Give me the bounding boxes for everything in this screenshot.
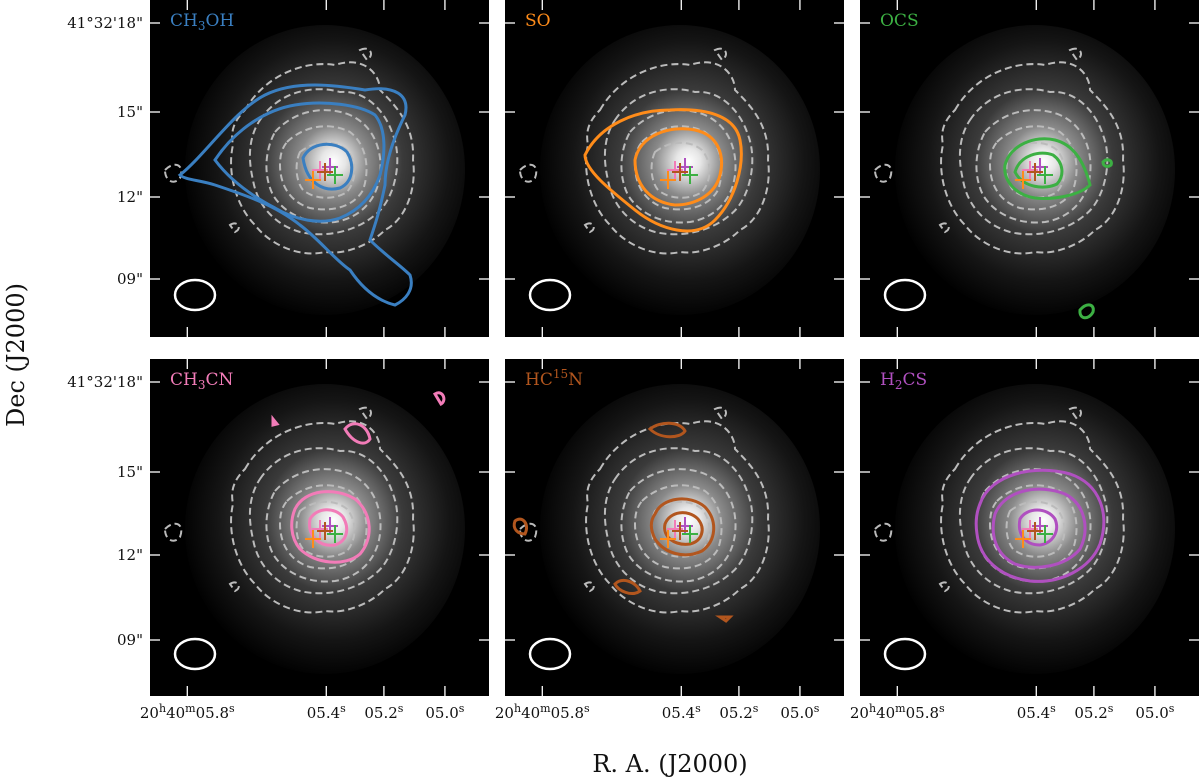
brown-cross xyxy=(672,522,688,540)
molecule-contour-5 xyxy=(271,414,280,427)
molecule-contour-3 xyxy=(1101,158,1113,168)
molecule-contour-1 xyxy=(290,490,371,564)
x-tick-label: 20h40m05.8s xyxy=(495,702,590,722)
y-axis-title: Dec (J2000) xyxy=(2,283,30,427)
molecule-contour-2 xyxy=(1013,151,1064,189)
y-tick-label: 41°32'18" xyxy=(67,14,143,32)
molecule-contour-1 xyxy=(1003,137,1092,200)
brown-cross xyxy=(317,163,333,181)
x-tick-label: 20h40m05.8s xyxy=(140,702,235,722)
molecule-contour-3 xyxy=(301,142,354,191)
panel-ticks xyxy=(505,0,844,337)
beam-ellipse xyxy=(173,278,217,312)
y-tick-label: 15" xyxy=(117,103,143,121)
green-cross xyxy=(327,166,343,184)
brown-cross xyxy=(672,163,688,181)
panels: CH3OH SO OCS CH3CN HC15N H2CS xyxy=(150,0,1199,696)
orange-cross xyxy=(305,171,321,189)
panel-ticks xyxy=(860,0,1199,337)
green-cross xyxy=(682,166,698,184)
molecule-label: CH3CN xyxy=(170,370,233,392)
x-tick-labels: 20h40m05.8s 05.4s 05.2s 05.0s 20h40m05.8s 05.… xyxy=(140,702,1175,722)
molecule-contour-3 xyxy=(647,421,687,439)
x-tick-label: 05.2s xyxy=(719,702,758,722)
panel-ticks xyxy=(150,359,489,696)
beam-ellipse xyxy=(528,278,572,312)
molecule-contour-2 xyxy=(991,487,1087,569)
panel-ticks xyxy=(860,359,1199,696)
orange-cross xyxy=(1015,530,1031,548)
y-tick-labels: 41°32'18" 15" 12" 09" 41°32'18" 15" 12" 09" xyxy=(67,14,143,649)
panel-ocs: OCS xyxy=(860,0,1199,337)
molecule-label: H2CS xyxy=(880,370,927,392)
green-cross xyxy=(327,525,343,543)
x-tick-label: 05.2s xyxy=(364,702,403,722)
beam-ellipse xyxy=(883,278,927,312)
y-tick-label: 09" xyxy=(117,270,143,288)
y-tick-label: 12" xyxy=(117,546,143,564)
molecule-label: SO xyxy=(525,11,551,31)
y-tick-label: 41°32'18" xyxy=(67,373,143,391)
y-tick-label: 09" xyxy=(117,631,143,649)
orange-cross xyxy=(305,530,321,548)
molecule-contour-1 xyxy=(649,497,716,557)
panel-hc15n: HC15N xyxy=(505,359,844,696)
x-tick-label: 05.4s xyxy=(1017,702,1056,722)
molecule-contour-4 xyxy=(1078,303,1095,320)
y-tick-label: 12" xyxy=(117,188,143,206)
molecule-contour-2 xyxy=(633,127,724,207)
molecule-contour-6 xyxy=(715,615,734,623)
panel-h2cs: H2CS xyxy=(860,359,1199,696)
molecule-contour-2 xyxy=(213,101,386,223)
orange-cross xyxy=(660,171,676,189)
beam-ellipse xyxy=(173,637,217,671)
beam-ellipse xyxy=(528,637,572,671)
brown-cross xyxy=(1027,522,1043,540)
molecule-contour-3 xyxy=(343,422,372,445)
molecule-label: OCS xyxy=(880,11,919,31)
molecule-label: HC15N xyxy=(525,367,583,390)
green-cross xyxy=(682,525,698,543)
x-axis-title: R. A. (J2000) xyxy=(592,750,747,778)
molecule-contour-1 xyxy=(177,83,413,307)
x-tick-label: 05.0s xyxy=(780,702,819,722)
x-tick-label: 05.4s xyxy=(662,702,701,722)
panel-ticks xyxy=(150,0,489,337)
molecule-label: CH3OH xyxy=(170,11,234,33)
panel-so: SO xyxy=(505,0,844,337)
molecule-contour-1 xyxy=(974,468,1106,583)
green-cross xyxy=(1037,166,1053,184)
panel-ch3cn: CH3CN xyxy=(150,359,489,696)
orange-cross xyxy=(660,530,676,548)
molecule-contour-4 xyxy=(432,391,446,406)
orange-cross xyxy=(1015,171,1031,189)
panel-ch3oh: CH3OH xyxy=(150,0,489,337)
x-tick-label: 05.4s xyxy=(307,702,346,722)
brown-cross xyxy=(317,522,333,540)
x-tick-label: 05.0s xyxy=(425,702,464,722)
brown-cross xyxy=(1027,163,1043,181)
panel-ticks xyxy=(505,359,844,696)
x-tick-label: 05.0s xyxy=(1135,702,1174,722)
x-tick-label: 05.2s xyxy=(1074,702,1113,722)
x-tick-label: 20h40m05.8s xyxy=(850,702,945,722)
molecule-contour-1 xyxy=(583,108,743,233)
green-cross xyxy=(1037,525,1053,543)
beam-ellipse xyxy=(883,637,927,671)
molecule-contour-4 xyxy=(512,517,529,536)
y-tick-label: 15" xyxy=(117,463,143,481)
molecule-contour-5 xyxy=(613,579,642,595)
